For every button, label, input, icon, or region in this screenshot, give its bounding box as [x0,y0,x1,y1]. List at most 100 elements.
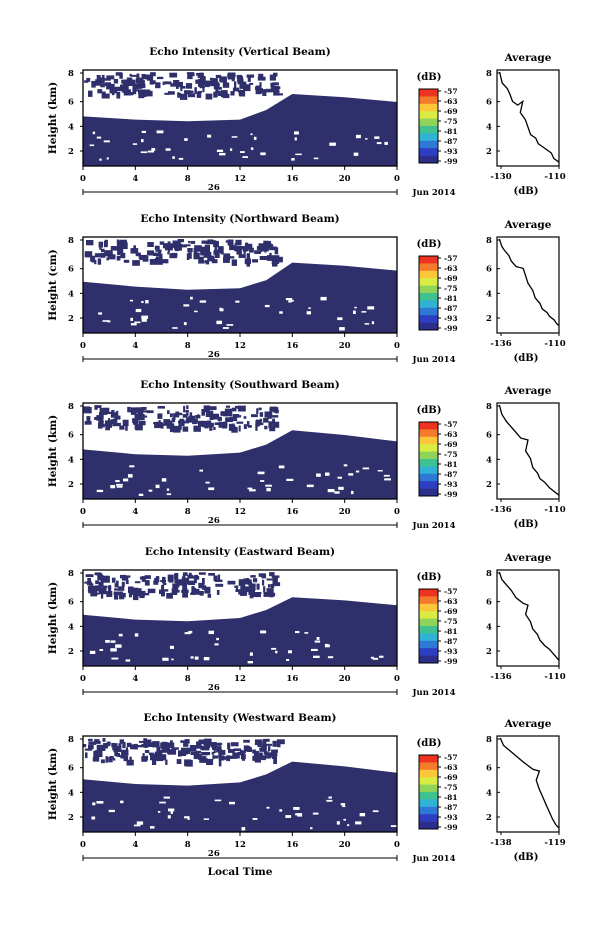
echo-gap [347,824,350,827]
echo-speck [217,246,224,251]
echo-speck [100,588,104,594]
echo-gap [377,470,383,472]
echo-speck [213,746,216,754]
echo-gap [123,478,129,482]
echo-gap [295,813,302,816]
echo-speck [91,256,95,259]
colorbar-label: -69 [444,107,458,116]
y-tick-label: 6 [68,764,74,774]
echo-speck [108,585,112,592]
echo-gap [266,487,271,492]
echo-speck [144,739,152,747]
echo-speck [95,79,101,86]
echo-speck [183,244,191,247]
echo-speck [270,583,275,588]
average-y-tick-label: 2 [486,314,492,324]
echo-speck [178,243,183,246]
echo-speck [159,253,163,260]
echo-speck [231,259,237,266]
echo-gap [219,307,222,311]
echo-speck [155,249,162,252]
echo-speck [123,259,130,263]
colorbar-label: -69 [444,274,458,283]
echo-speck [132,89,140,92]
y-tick-label: 4 [68,122,74,132]
echo-speck [169,72,178,78]
echo-speck [169,253,178,259]
echo-speck [271,259,280,264]
y-tick-label: 6 [68,431,74,441]
echo-speck [152,758,157,765]
x-tick-label: 12 [234,840,246,850]
echo-speck [214,755,219,759]
x-tick-label: 0 [394,507,400,517]
echo-heatmap [83,239,397,333]
colorbar-label: -81 [444,127,458,136]
echo-speck [275,93,283,96]
echo-speck [138,421,146,426]
echo-speck [171,588,178,595]
echo-gap [320,296,327,301]
echo-speck [141,590,146,596]
echo-layer [83,430,397,499]
echo-gap [129,299,134,302]
echo-speck [223,253,231,261]
echo-gap [290,299,294,302]
echo-speck [148,742,155,747]
echo-gap [129,465,135,468]
x-tick-label: 16 [286,174,298,184]
echo-speck [196,741,202,749]
echo-speck [248,586,256,591]
echo-speck [248,579,252,586]
echo-gap [286,659,290,661]
echo-speck [237,78,244,83]
echo-speck [196,91,202,98]
colorbar-segment [419,444,438,452]
echo-speck [200,758,208,763]
echo-gap [172,156,175,159]
echo-speck [156,746,161,753]
echo-speck [178,244,182,251]
echo-speck [125,747,128,752]
echo-speck [146,410,154,414]
echo-speck [243,739,250,743]
colorbar-segment [419,293,438,301]
echo-layer [83,761,397,832]
average-x-tick-label: -138 [490,838,511,848]
echo-speck [274,247,279,255]
colorbar-segment [419,436,438,445]
echo-gap [353,310,356,314]
echo-speck [199,85,205,89]
date-day: 26 [208,683,220,693]
echo-gap [141,139,144,143]
colorbar-segment [419,155,438,164]
average-y-tick-label: 8 [486,402,492,412]
x-tick-label: 0 [394,341,400,351]
echo-speck [180,86,186,89]
echo-gap [141,315,149,319]
echo-gap [278,465,285,469]
echo-gap [184,816,190,819]
echo-gap [118,633,123,637]
echo-speck [119,739,125,744]
echo-speck [95,405,102,408]
echo-speck [210,742,217,748]
echo-speck [186,405,189,410]
echo-speck [119,239,127,246]
echo-speck [265,88,273,93]
average-y-tick-label: 2 [486,813,492,823]
echo-gap [316,637,320,640]
echo-speck [173,80,180,86]
echo-speck [271,255,280,261]
echo-speck [181,589,189,593]
colorbar-label: -81 [444,793,458,802]
echo-speck [243,84,251,92]
echo-speck [209,77,213,81]
echo-speck [217,574,221,582]
echo-speck [185,91,189,95]
echo-gap [168,808,175,812]
echo-speck [127,406,131,413]
echo-speck [201,409,205,416]
echo-speck [162,243,168,249]
echo-speck [240,583,246,590]
